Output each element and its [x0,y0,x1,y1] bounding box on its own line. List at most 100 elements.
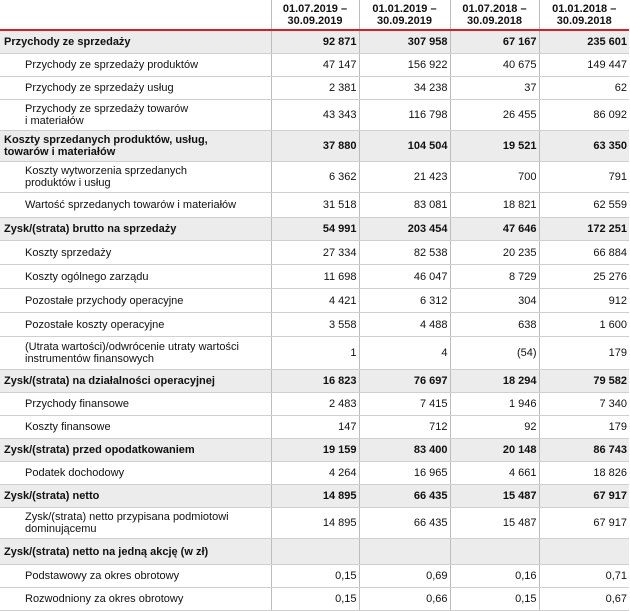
value-cell: 83 081 [358,192,450,218]
value-cell: 8 729 [449,264,539,289]
section-row: Zysk/(strata) netto 14 895 66 435 15 487 67 … [0,484,629,508]
table-row: Podatek dochodowy 4 264 16 965 4 661 18 826 [0,461,629,485]
value-cell: 18 826 [538,461,629,485]
row-label: Przychody ze sprzedaży usług [0,76,271,100]
row-label: (Utrata wartości)/odwrócenie utraty wart… [0,336,271,370]
value-cell: 15 487 [449,484,539,508]
value-cell: 179 [538,336,629,370]
value-cell: 4 661 [449,461,539,485]
value-cell: 67 917 [538,484,629,508]
value-cell: 14 895 [270,484,359,508]
value-cell: 86 092 [538,99,629,131]
value-cell: 25 276 [538,264,629,289]
section-row: Zysk/(strata) netto na jedną akcję (w zł… [0,538,629,565]
period-header: 01.07.2018 – 30.09.2018 [449,0,539,31]
value-cell: 47 646 [449,217,539,241]
value-cell: 37 [449,76,539,100]
value-cell: 19 521 [449,130,539,162]
value-cell: 63 350 [538,130,629,162]
value-cell: 67 167 [449,30,539,54]
value-cell: 20 235 [449,240,539,265]
value-cell: 15 487 [449,507,539,539]
value-cell: 0,15 [449,587,539,611]
value-cell: 76 697 [358,369,450,393]
table-row: Przychody ze sprzedaży produktów 47 147 15… [0,53,629,77]
value-cell: 203 454 [358,217,450,241]
value-cell: 54 991 [270,217,359,241]
value-cell: 31 518 [270,192,359,218]
row-label: Pozostałe koszty operacyjne [0,312,271,337]
value-cell: 1 [270,336,359,370]
value-cell: 149 447 [538,53,629,77]
value-cell: 37 880 [270,130,359,162]
value-cell: 1 946 [449,392,539,416]
value-cell: 912 [538,288,629,313]
value-cell: 82 538 [358,240,450,265]
value-cell: 62 [538,76,629,100]
value-cell: 18 294 [449,369,539,393]
value-cell: 16 823 [270,369,359,393]
value-cell: 6 312 [358,288,450,313]
value-cell: 67 917 [538,507,629,539]
table-row: Zysk/(strata) netto przypisana podmiotow… [0,507,629,539]
value-cell: 27 334 [270,240,359,265]
value-cell: 304 [449,288,539,313]
row-label: Przychody ze sprzedaży [0,30,271,54]
value-cell: 4 421 [270,288,359,313]
value-cell: 14 895 [270,507,359,539]
table-row: Pozostałe koszty operacyjne 3 558 4 488 638… [0,312,629,337]
value-cell: 791 [538,161,629,193]
row-label: Zysk/(strata) brutto na sprzedaży [0,217,271,241]
row-label: Przychody ze sprzedaży towarów i materia… [0,99,271,131]
value-cell: 235 601 [538,30,629,54]
table-row: (Utrata wartości)/odwrócenie utraty wart… [0,336,629,370]
table-row: Wartość sprzedanych towarów i materiałów… [0,192,629,218]
value-cell: 0,66 [358,587,450,611]
value-cell: 11 698 [270,264,359,289]
value-cell: 172 251 [538,217,629,241]
row-label: Zysk/(strata) netto przypisana podmiotow… [0,507,271,539]
value-cell: 0,16 [449,564,539,588]
header-row: 01.07.2019 – 30.09.2019 01.01.2019 – 30.… [0,0,629,31]
value-cell: 638 [449,312,539,337]
value-cell: 66 435 [358,507,450,539]
value-cell: 66 884 [538,240,629,265]
value-cell: 712 [358,415,450,439]
table-row: Koszty ogólnego zarządu 11 698 46 047 8 729… [0,264,629,289]
section-row: Przychody ze sprzedaży 92 871 307 958 67 16… [0,30,629,54]
value-cell: 6 362 [270,161,359,193]
value-cell: 1 600 [538,312,629,337]
value-cell: 179 [538,415,629,439]
value-cell: 43 343 [270,99,359,131]
value-cell: 147 [270,415,359,439]
value-cell: 3 558 [270,312,359,337]
value-cell: 47 147 [270,53,359,77]
value-cell [358,538,450,565]
value-cell: 26 455 [449,99,539,131]
value-cell: 2 381 [270,76,359,100]
value-cell: 34 238 [358,76,450,100]
value-cell: 104 504 [358,130,450,162]
section-row: Koszty sprzedanych produktów, usług, tow… [0,130,629,162]
table-row: Koszty wytworzenia sprzedanych produktów… [0,161,629,193]
period-header: 01.01.2018 – 30.09.2018 [538,0,629,31]
row-label: Koszty sprzedaży [0,240,271,265]
value-cell: 4 488 [358,312,450,337]
row-label: Zysk/(strata) netto na jedną akcję (w zł… [0,538,271,565]
row-label: Podatek dochodowy [0,461,271,485]
row-label: Zysk/(strata) przed opodatkowaniem [0,438,271,462]
row-label: Koszty finansowe [0,415,271,439]
row-label: Koszty ogólnego zarządu [0,264,271,289]
value-cell: 46 047 [358,264,450,289]
value-cell: 7 415 [358,392,450,416]
value-cell: 4 [358,336,450,370]
row-label: Zysk/(strata) na działalności operacyjne… [0,369,271,393]
value-cell: 21 423 [358,161,450,193]
value-cell: 18 821 [449,192,539,218]
value-cell: 19 159 [270,438,359,462]
value-cell [270,538,359,565]
value-cell: 62 559 [538,192,629,218]
value-cell: 92 [449,415,539,439]
value-cell: 40 675 [449,53,539,77]
